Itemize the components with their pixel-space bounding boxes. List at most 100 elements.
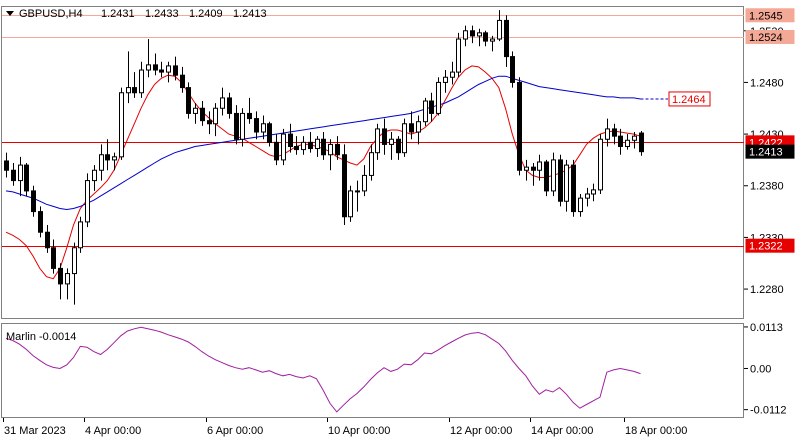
current-price-label: 1.2413: [749, 147, 783, 159]
candle-body: [234, 112, 239, 140]
candle-body: [605, 128, 610, 140]
candle-body: [470, 30, 475, 37]
candle-body: [456, 38, 461, 73]
time-tick-label: 31 Mar 2023: [4, 425, 66, 437]
candle-body: [65, 273, 70, 285]
candle-body: [146, 64, 151, 71]
candle-body: [281, 133, 286, 161]
candle-body: [38, 211, 43, 233]
candle-body: [537, 161, 542, 171]
candle-body: [24, 164, 29, 192]
candle-body: [193, 107, 198, 114]
candle-body: [173, 65, 178, 76]
time-tick-label: 4 Apr 00:00: [85, 425, 141, 437]
candle-body: [301, 141, 306, 151]
ohlc-low: 1.2409: [189, 8, 223, 20]
candle-body: [132, 87, 137, 94]
candle-body: [497, 19, 502, 40]
candle-body: [591, 189, 596, 195]
candle-body: [227, 97, 232, 114]
candle-body: [463, 30, 468, 40]
ohlc-high: 1.2433: [145, 8, 179, 20]
candle-body: [571, 164, 576, 213]
candle-body: [166, 65, 171, 73]
ohlc-open: 1.2431: [101, 8, 135, 20]
candle-body: [402, 123, 407, 154]
candle-body: [78, 221, 83, 249]
candle-body: [551, 159, 556, 192]
candle-body: [504, 19, 509, 58]
candle-body: [490, 38, 495, 42]
candle-body: [483, 32, 488, 42]
time-tick-label: 6 Apr 00:00: [207, 425, 263, 437]
osc-tick-label: 0.0113: [750, 322, 783, 334]
marlin-line: [5, 326, 641, 413]
time-tick-label: 18 Apr 00:00: [625, 425, 687, 437]
level-label-box: [745, 238, 795, 253]
candle-body: [585, 193, 590, 199]
candle-body: [220, 97, 225, 109]
candle-body: [72, 247, 77, 275]
candle-body: [578, 197, 583, 213]
candle-body: [524, 166, 529, 171]
candle-body: [558, 159, 563, 202]
candle-body: [517, 81, 522, 171]
collapse-triangle-icon[interactable]: [6, 11, 14, 16]
candle-body: [112, 156, 117, 161]
osc-tick-label: 0.00: [750, 363, 771, 375]
time-tick-label: 14 Apr 00:00: [531, 425, 593, 437]
candle-body: [119, 92, 124, 158]
indicator-title: Marlin -0.0014: [6, 331, 76, 343]
level-label: 1.2524: [749, 32, 783, 44]
candle-body: [544, 161, 549, 192]
candle-body: [45, 231, 50, 249]
candle-body: [618, 135, 623, 147]
candle-body: [429, 100, 434, 114]
candle-body: [389, 138, 394, 145]
candle-body: [342, 154, 347, 218]
candle-body: [267, 123, 272, 143]
candle-body: [639, 132, 644, 153]
candle-body: [4, 160, 9, 171]
candle-body: [531, 166, 536, 171]
candle-body: [186, 87, 191, 114]
candle-body: [207, 120, 212, 125]
symbol-timeframe: GBPUSD,H4: [19, 8, 83, 20]
candle-body: [240, 112, 245, 140]
osc-tick-label: -0.0112: [750, 405, 787, 417]
candle-body: [625, 139, 630, 147]
candle-body: [423, 100, 428, 123]
candle-body: [632, 135, 637, 141]
candle-body: [58, 267, 63, 285]
candle-body: [153, 64, 158, 71]
candle-body: [409, 123, 414, 133]
slow-ma-line: [5, 75, 641, 211]
candle-body: [261, 123, 266, 133]
candle-body: [254, 118, 259, 133]
candle-body: [335, 143, 340, 156]
candle-body: [477, 32, 482, 37]
candle-body: [369, 152, 374, 176]
candle-body: [436, 81, 441, 114]
price-tick-label: 1.2380: [750, 181, 784, 193]
candle-body: [598, 138, 603, 191]
candle-body: [139, 69, 144, 94]
candle-body: [105, 154, 110, 161]
level-label-box: [745, 29, 795, 44]
candle-body: [564, 164, 569, 202]
candle-body: [294, 145, 299, 151]
candle-body: [200, 107, 205, 122]
candle-body: [126, 87, 131, 94]
target-label-box: [668, 91, 711, 107]
price-tick-label: 1.2280: [750, 284, 784, 296]
target-label: 1.2464: [672, 94, 706, 106]
candle-body: [396, 138, 401, 154]
candle-body: [31, 190, 36, 213]
candle-body: [362, 174, 367, 192]
candle-body: [11, 169, 16, 182]
candle-body: [375, 128, 380, 154]
candle-body: [51, 247, 56, 269]
candle-body: [288, 133, 293, 147]
